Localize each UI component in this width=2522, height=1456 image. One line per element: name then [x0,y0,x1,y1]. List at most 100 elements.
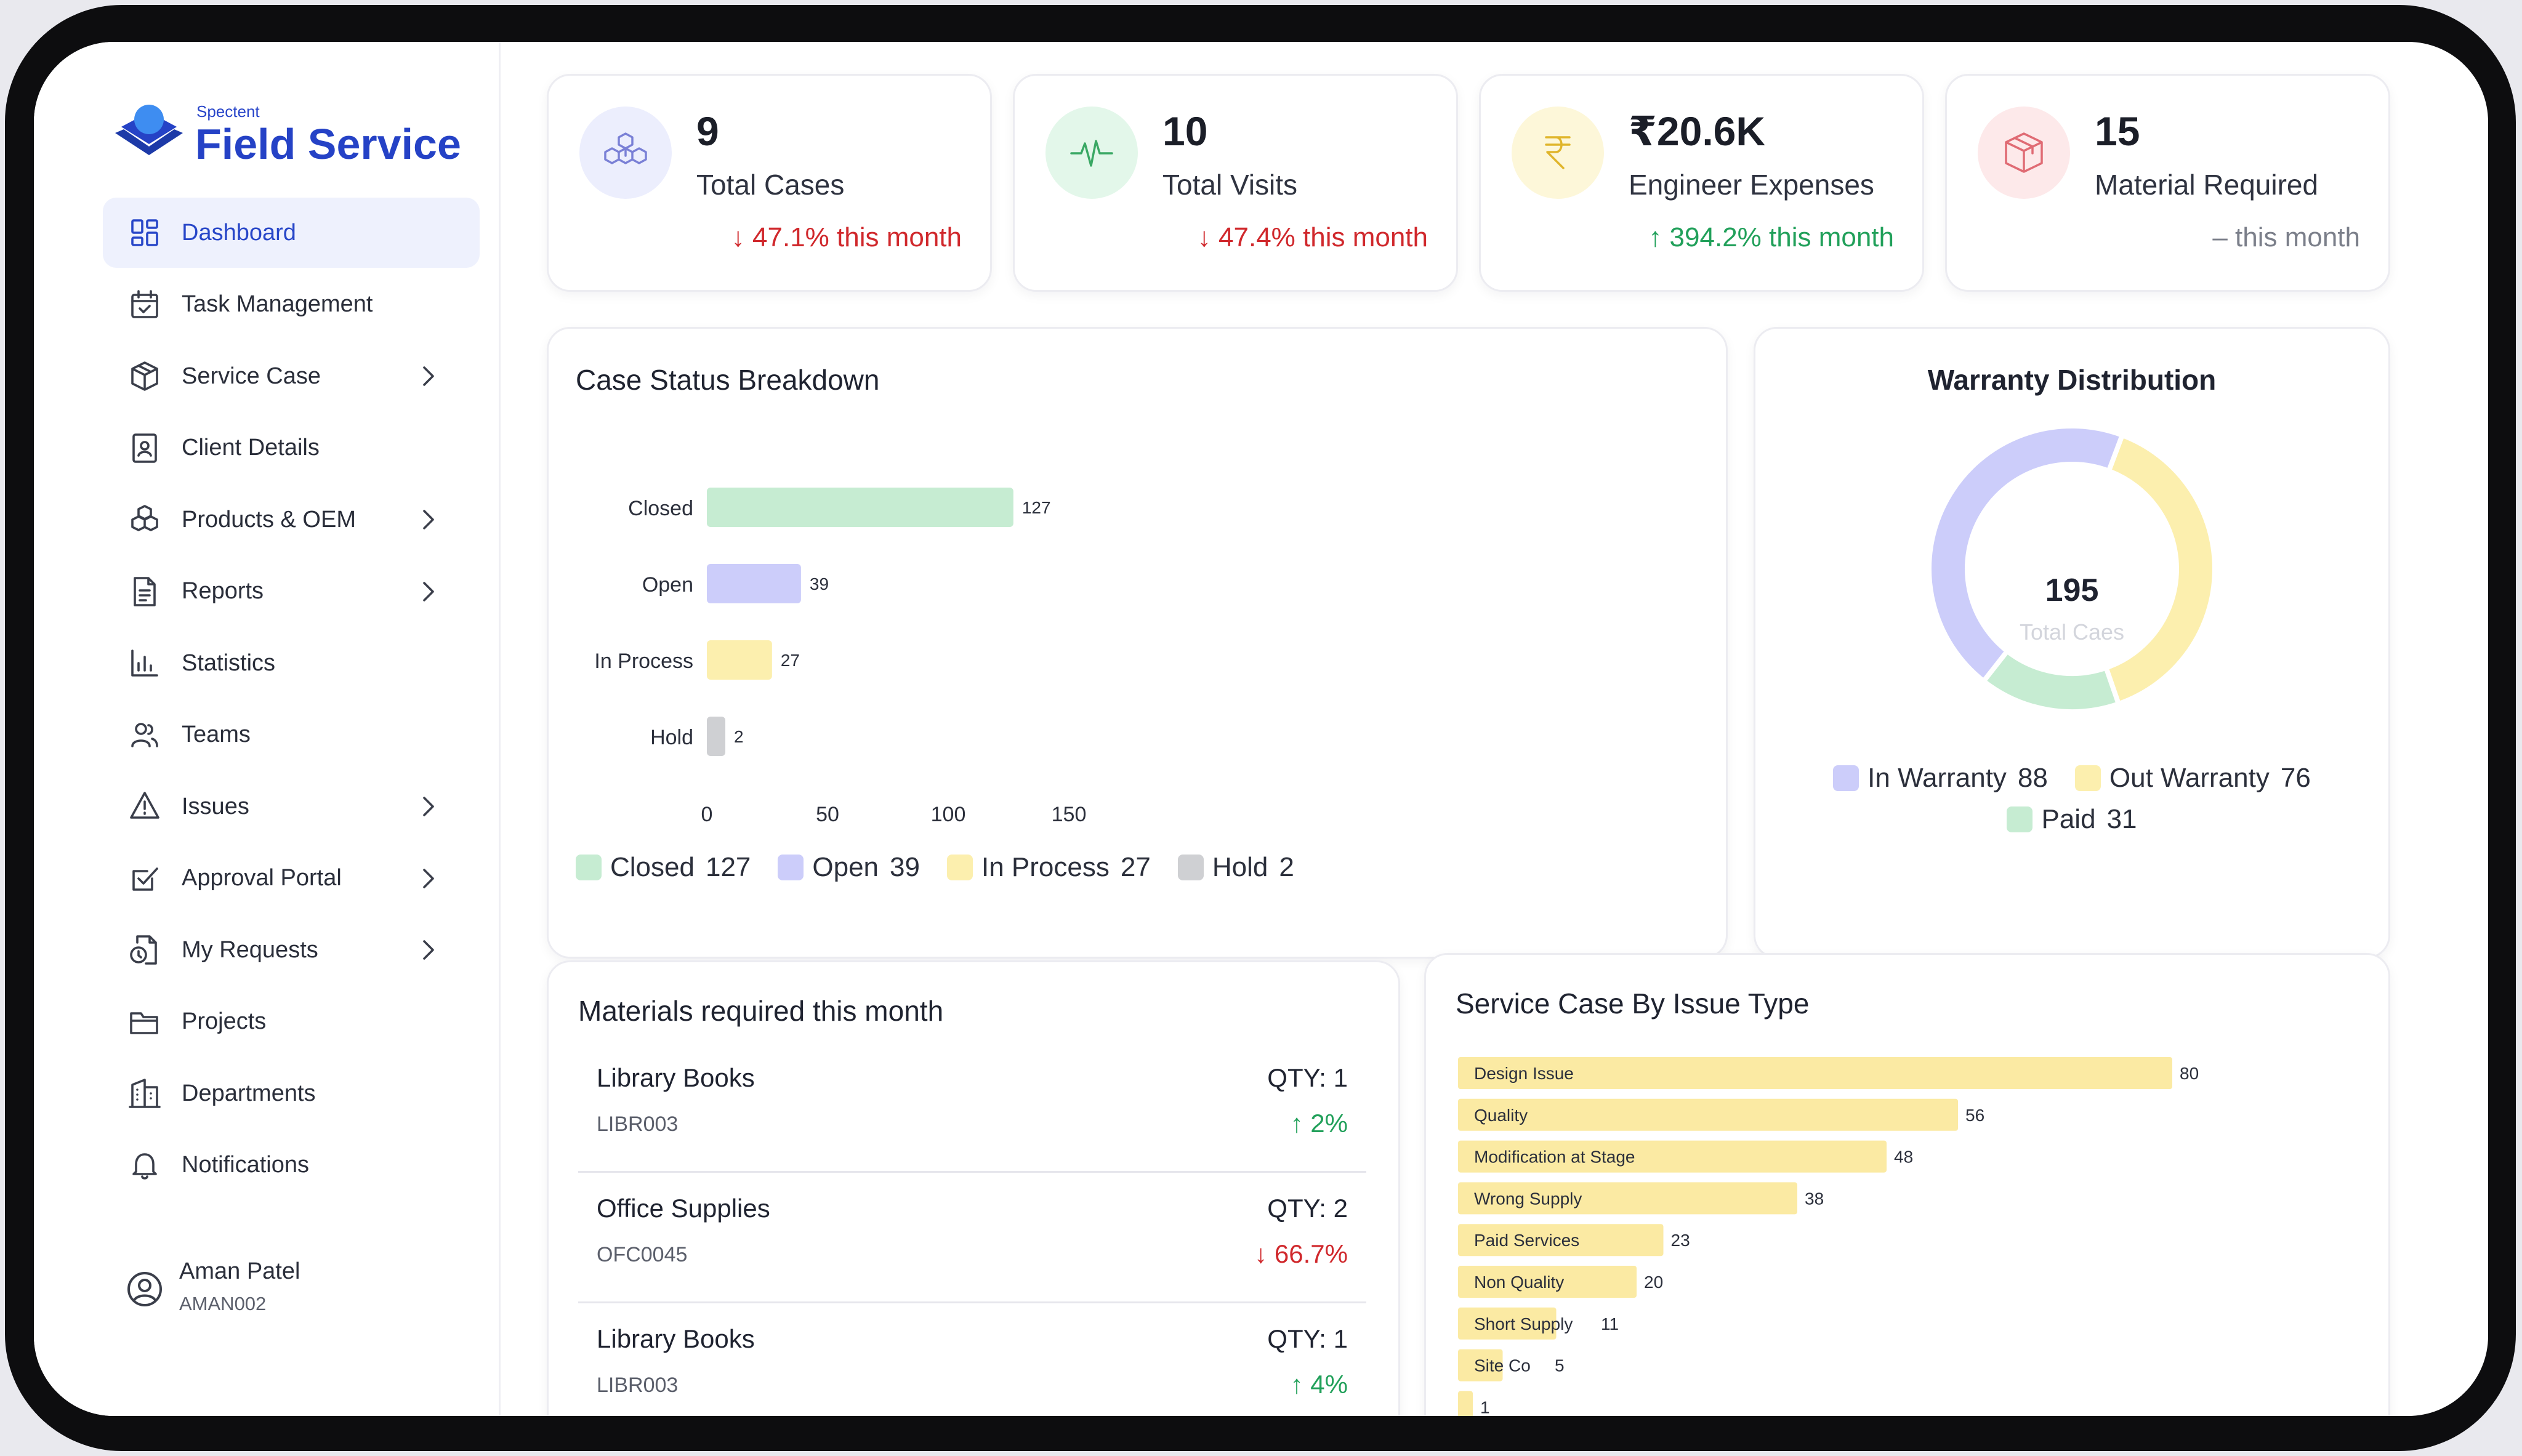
bar-value-label: 27 [781,651,800,670]
issue-bar[interactable] [1458,1307,1557,1340]
issue-bar[interactable] [1458,1182,1797,1215]
warning-triangle-icon [127,789,162,824]
sidebar-item-departments[interactable]: Departments [103,1058,480,1128]
legend-swatch [576,855,602,880]
bar-in-process[interactable] [707,640,772,680]
donut-slice-paid[interactable] [1980,648,2122,714]
material-delta: ↑ 4% [1290,1370,1348,1399]
material-qty: QTY: 1 [1267,1063,1348,1092]
issue-bar[interactable] [1458,1349,1503,1382]
pulse-icon [1045,107,1138,199]
material-row[interactable]: Office Supplies OFC0045 QTY: 2 ↓ 66.7% [578,1173,1366,1303]
user-name: Aman Patel [179,1258,300,1284]
issue-bar[interactable] [1458,1057,2172,1089]
brand-product: Field Service [195,120,461,168]
donut-slice-in-warranty[interactable] [1927,427,2125,685]
legend-item[interactable]: Hold 2 [1177,852,1294,883]
materials-card: Materials required this month Library Bo… [547,960,1400,1416]
legend-item[interactable]: In Process 27 [946,852,1151,883]
material-row[interactable]: Library Books LIBR003 QTY: 1 ↑ 4% [578,1303,1366,1416]
sidebar-item-label: Dashboard [182,219,296,246]
legend-value: 27 [1120,852,1151,882]
issue-category-label: Design Issue [1474,1064,1574,1083]
x-tick-label: 100 [931,803,966,826]
donut-slice-out-warranty[interactable] [2103,432,2217,707]
issue-bar[interactable] [1458,1266,1637,1298]
user-circle-icon [127,1272,162,1306]
bar-hold[interactable] [707,717,725,756]
stat-label: Total Visits [1162,169,1298,201]
stat-card-engineer-expenses[interactable]: ₹20.6K Engineer Expenses ↑ 394.2% this mon… [1479,74,1924,292]
sidebar-item-dashboard[interactable]: Dashboard [103,198,480,268]
x-tick-label: 50 [816,803,839,826]
sidebar: Spectent Field Service Dashboard Task Man… [34,42,501,1416]
legend-label: In Process [981,852,1110,882]
legend-swatch [946,855,973,880]
issue-value-label: 80 [2180,1064,2199,1083]
issue-bar[interactable] [1458,1224,1664,1257]
users-icon [127,718,162,752]
bar-value-label: 2 [734,727,744,746]
chevron-right-icon[interactable] [414,936,441,963]
legend-label: Open [812,852,879,882]
issue-category-label: Wrong Supply [1474,1189,1582,1208]
issue-category-label: Site Co [1474,1356,1531,1375]
stat-card-total-cases[interactable]: 9 Total Cases ↓ 47.1% this month [547,74,992,292]
legend-item[interactable]: Closed 127 [576,852,751,883]
sidebar-item-issues[interactable]: Issues [103,771,480,842]
boxes-icon [127,502,162,537]
package-icon [1978,107,2070,199]
stat-card-material-required[interactable]: 15 Material Required – this month [1945,74,2390,292]
material-row[interactable]: Library Books LIBR003 QTY: 1 ↑ 2% [578,1042,1366,1173]
sidebar-item-my-requests[interactable]: My Requests [103,915,480,985]
chevron-right-icon[interactable] [414,793,441,820]
legend-item[interactable]: Open 39 [778,852,920,883]
sidebar-item-reports[interactable]: Reports [103,557,480,627]
stat-value: 9 [696,108,719,154]
app-screen: Spectent Field Service Dashboard Task Man… [34,42,2488,1416]
stat-label: Material Required [2095,169,2319,201]
sidebar-item-client-details[interactable]: Client Details [103,413,480,483]
sidebar-item-notifications[interactable]: Notifications [103,1130,480,1201]
sidebar-item-task-management[interactable]: Task Management [103,270,480,340]
issue-bar[interactable] [1458,1140,1887,1173]
case-status-card: Case Status Breakdown Closed 127 Open 39 In … [547,327,1728,959]
material-code: OFC0045 [597,1243,688,1266]
material-delta: ↓ 66.7% [1254,1239,1348,1268]
bar-open[interactable] [707,564,801,603]
bar-closed[interactable] [707,488,1013,527]
stat-card-total-visits[interactable]: 10 Total Visits ↓ 47.4% this month [1013,74,1458,292]
issue-category-label: Paid Services [1474,1231,1579,1250]
chevron-right-icon[interactable] [414,506,441,533]
issue-bar[interactable] [1458,1391,1473,1416]
warranty-legend-row: Paid 31 [1755,804,2388,835]
sidebar-item-service-case[interactable]: Service Case [103,341,480,411]
issue-value-label: 20 [1644,1273,1663,1292]
file-request-icon [127,933,162,967]
legend-item[interactable]: Out Warranty 76 [2074,763,2311,794]
sidebar-item-approval-portal[interactable]: Approval Portal [103,843,480,914]
sidebar-item-teams[interactable]: Teams [103,700,480,770]
sidebar-item-label: Departments [182,1080,316,1106]
issue-bar[interactable] [1458,1098,1958,1131]
sidebar-item-label: Issues [182,793,249,819]
issue-category-label: Quality [1474,1106,1528,1125]
issue-type-card: Service Case By Issue Type Design Issue 8… [1424,953,2390,1416]
legend-item[interactable]: In Warranty 88 [1833,763,2048,794]
sidebar-item-projects[interactable]: Projects [103,987,480,1057]
case-status-legend: Closed 127 Open 39 In Process 27 Hold 2 [576,852,1321,883]
chevron-right-icon[interactable] [414,865,441,892]
document-icon [127,574,162,609]
legend-value: 2 [1279,852,1294,882]
chevron-right-icon[interactable] [414,363,441,390]
sidebar-item-statistics[interactable]: Statistics [103,628,480,698]
warranty-card: Warranty Distribution 195 Total Caes In … [1754,327,2390,959]
bar-chart-icon [127,646,162,680]
legend-item[interactable]: Paid 31 [2007,804,2137,835]
sidebar-item-products-oem[interactable]: Products & OEM [103,485,480,555]
sidebar-item-label: Client Details [182,435,320,461]
divider [578,1171,1366,1173]
chevron-right-icon[interactable] [414,578,441,605]
box-icon [127,359,162,393]
cubes-icon [579,107,672,199]
